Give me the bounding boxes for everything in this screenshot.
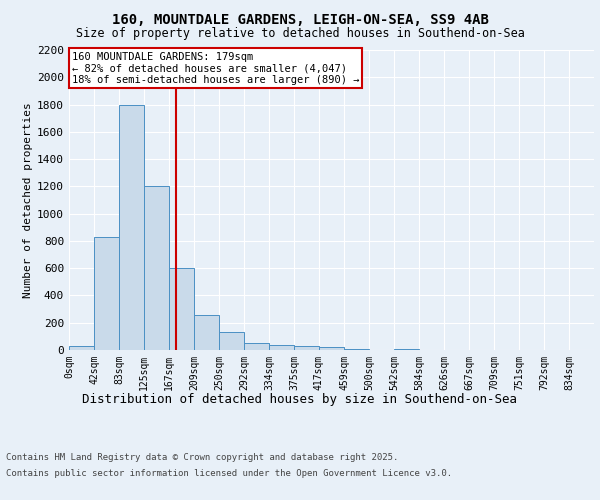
Bar — [294, 346, 319, 350]
Bar — [194, 314, 219, 350]
Bar — [394, 348, 419, 350]
Y-axis label: Number of detached properties: Number of detached properties — [23, 102, 33, 298]
Bar — [169, 268, 194, 350]
Bar — [219, 332, 244, 350]
Bar — [94, 237, 119, 350]
Text: 160, MOUNTDALE GARDENS, LEIGH-ON-SEA, SS9 4AB: 160, MOUNTDALE GARDENS, LEIGH-ON-SEA, SS… — [112, 12, 488, 26]
Bar — [119, 104, 144, 350]
Text: 160 MOUNTDALE GARDENS: 179sqm
← 82% of detached houses are smaller (4,047)
18% o: 160 MOUNTDALE GARDENS: 179sqm ← 82% of d… — [71, 52, 359, 84]
Text: Contains HM Land Registry data © Crown copyright and database right 2025.: Contains HM Land Registry data © Crown c… — [6, 454, 398, 462]
Bar — [344, 348, 369, 350]
Bar — [269, 344, 294, 350]
Bar — [319, 348, 344, 350]
Text: Contains public sector information licensed under the Open Government Licence v3: Contains public sector information licen… — [6, 468, 452, 477]
Text: Distribution of detached houses by size in Southend-on-Sea: Distribution of detached houses by size … — [83, 392, 517, 406]
Bar — [144, 186, 169, 350]
Text: Size of property relative to detached houses in Southend-on-Sea: Size of property relative to detached ho… — [76, 28, 524, 40]
Bar — [244, 343, 269, 350]
Bar — [69, 346, 94, 350]
